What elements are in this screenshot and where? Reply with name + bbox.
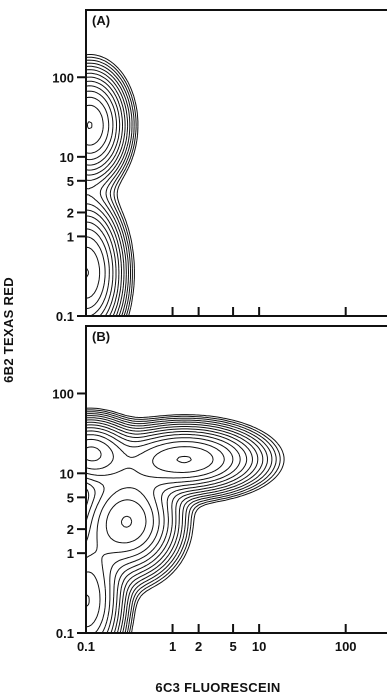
panel-b-contour-line (85, 421, 253, 634)
panel-b-y-axis: 0.1 1 2 5 10 100 (52, 386, 86, 641)
x-tick-label: 10 (252, 639, 266, 654)
panel-a-y-axis: 0.1 1 2 5 10 100 (52, 70, 86, 324)
panel-b-contour-line (85, 409, 281, 634)
x-tick-label: 2 (195, 639, 202, 654)
y-tick-label: 2 (67, 522, 74, 537)
panel-a-contour-line (85, 56, 137, 317)
y-tick-label: 10 (60, 150, 74, 165)
panel-a: 0.1 1 2 5 10 100 (A) (52, 9, 387, 324)
panel-b-contour-line (85, 430, 234, 634)
x-tick-label: 5 (229, 639, 236, 654)
y-tick-label: 0.1 (56, 626, 74, 641)
x-axis-title: 6C3 FLUORESCEIN (155, 680, 280, 695)
panel-a-contour-line (85, 76, 123, 317)
panel-b-contour-line (85, 427, 241, 634)
panel-b-contour-line (85, 407, 285, 634)
panel-b-contour-line (85, 417, 264, 634)
x-tick-label: 100 (335, 639, 357, 654)
panel-a-frame (85, 9, 387, 317)
panel-a-x-axis (85, 307, 347, 316)
panel-a-contour-line (85, 90, 114, 317)
y-tick-label: 100 (52, 386, 74, 401)
x-tick-label: 1 (169, 639, 176, 654)
panel-b-contour-line (85, 438, 214, 628)
y-axis-title: 6B2 TEXAS RED (1, 277, 16, 383)
panel-a-contour-line (85, 62, 133, 317)
panel-a-contour-line (85, 69, 129, 317)
panel-a-contour-line (85, 54, 139, 317)
panel-b-contour-line (85, 411, 277, 634)
panel-b-contour-line (85, 446, 192, 608)
panel-b-frame (85, 325, 387, 634)
panel-b-contour-line (85, 413, 273, 634)
panel-b-contour-line (85, 434, 225, 634)
panel-a-label: (A) (92, 13, 110, 28)
panel-b-contour-line (85, 415, 268, 634)
panel-a-contour-line (85, 80, 121, 317)
panel-a-contour-line (85, 121, 93, 278)
panel-b-contour-line (85, 419, 259, 634)
panel-a-contours (85, 54, 139, 317)
y-tick-label: 0.1 (56, 309, 74, 324)
panel-b-contour-line (85, 424, 248, 634)
y-tick-label: 10 (60, 466, 74, 481)
y-tick-label: 100 (52, 70, 74, 85)
y-tick-label: 1 (67, 229, 74, 244)
panel-a-contour-line (85, 104, 104, 299)
y-tick-label: 5 (67, 174, 74, 189)
panel-a-contour-line (85, 96, 110, 310)
panel-b-label: (B) (92, 329, 110, 344)
panel-b-contours (85, 407, 285, 634)
panel-a-contour-line (85, 65, 131, 317)
y-tick-label: 2 (67, 205, 74, 220)
panel-a-contour-line (85, 72, 126, 317)
y-tick-label: 5 (67, 490, 74, 505)
x-tick-label: 0.1 (77, 639, 95, 654)
panel-b: 0.1 1 2 5 10 100 0.1 1 2 5 10 100 (B) (52, 325, 387, 654)
y-tick-label: 1 (67, 546, 74, 561)
panel-b-x-axis: 0.1 1 2 5 10 100 (77, 624, 357, 654)
panel-a-contour-line (85, 59, 135, 317)
panel-a-contour-line (85, 85, 117, 317)
